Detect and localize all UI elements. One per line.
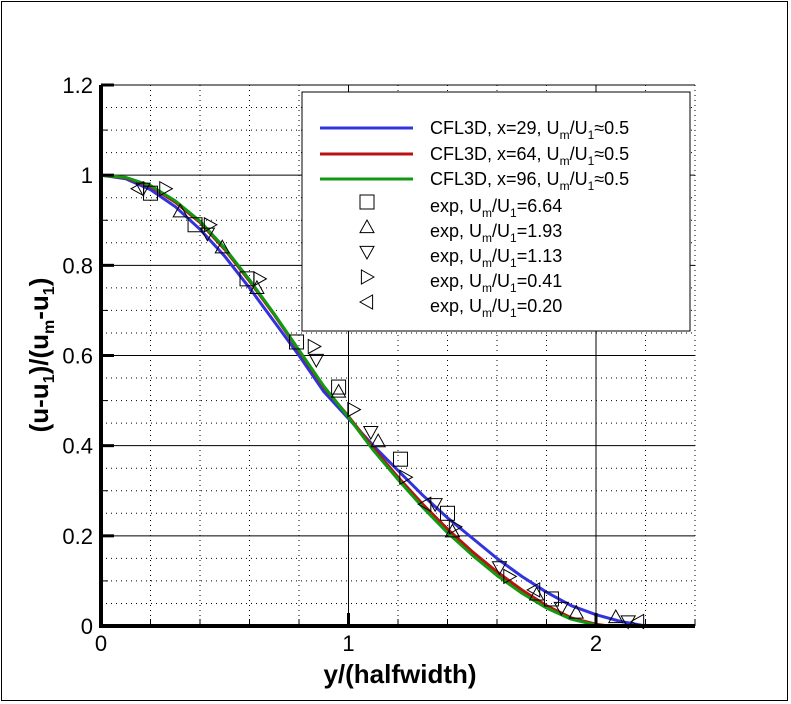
y-tick-label: 1 (81, 163, 93, 188)
legend-label: CFL3D, x=64, Um/U1≈0.5 (430, 144, 629, 168)
triangle-down-marker (359, 245, 375, 261)
y-tick-label: 0 (81, 614, 93, 639)
triangle-left-marker (130, 180, 145, 197)
y-tick-label: 0.8 (62, 253, 93, 278)
square-marker (289, 334, 305, 350)
triangle-up-marker (607, 608, 624, 624)
legend-label: exp, Um/U1=0.20 (430, 296, 562, 320)
triangle-right-marker (253, 271, 268, 287)
triangle-down-marker (199, 227, 216, 242)
y-axis-title: (u-u1)/(um-u1) (24, 278, 58, 433)
x-tick-label: 1 (342, 631, 354, 656)
svg-text:(u-u1)/(um-u1): (u-u1)/(um-u1) (24, 278, 58, 433)
triangle-up-marker (359, 218, 375, 234)
triangle-down-marker (362, 426, 379, 441)
triangle-right-marker (448, 518, 463, 535)
y-tick-label: 0.2 (62, 524, 93, 549)
triangle-left-marker (526, 582, 541, 598)
square-marker (359, 194, 375, 210)
triangle-right-marker (503, 568, 518, 585)
x-tick-label: 2 (590, 631, 602, 656)
triangle-right-marker (360, 269, 376, 285)
legend-label: exp, Um/U1=1.13 (430, 246, 562, 270)
triangle-up-marker (370, 433, 387, 448)
legend-label: exp, Um/U1=1.93 (430, 221, 562, 245)
triangle-left-marker (417, 496, 432, 513)
series-line (100, 173, 609, 628)
square-marker (392, 451, 408, 467)
square-marker (331, 379, 347, 395)
triangle-down-marker (553, 601, 570, 616)
y-tick-label: 0.6 (62, 344, 93, 369)
triangle-right-marker (347, 401, 362, 418)
triangle-right-marker (159, 180, 174, 197)
triangle-left-marker (358, 294, 374, 310)
triangle-up-marker (249, 279, 265, 294)
triangle-down-marker (427, 498, 443, 513)
markers (130, 180, 645, 630)
triangle-up-marker (568, 604, 585, 619)
triangle-up-marker (172, 203, 189, 218)
curves (100, 173, 646, 628)
x-tick-label: 0 (95, 631, 107, 656)
x-axis-title: y/(halfwidth) (323, 659, 476, 689)
legend-label: CFL3D, x=96, Um/U1≈0.5 (430, 169, 629, 193)
tick-labels: 0 0.2 0.4 0.6 0.8 1 1.2 0 1 2 (62, 73, 602, 656)
square-marker (187, 217, 203, 233)
square-marker (543, 591, 559, 607)
triangle-up-marker (330, 383, 347, 398)
legend-label: CFL3D, x=29, Um/U1≈0.5 (430, 118, 629, 142)
legend-label: exp, Um/U1=6.64 (430, 196, 562, 220)
triangle-down-marker (308, 353, 325, 369)
square-marker (440, 505, 455, 521)
legend-box (301, 91, 691, 332)
triangle-down-marker (491, 561, 508, 576)
triangle-down-marker (135, 182, 151, 197)
triangle-right-marker (203, 216, 218, 233)
axes (99, 83, 696, 628)
y-tick-label: 0.4 (62, 434, 93, 459)
y-tick-label: 1.2 (62, 73, 93, 98)
legend-label: exp, Um/U1=0.41 (430, 271, 562, 295)
triangle-right-marker (399, 469, 414, 486)
triangle-right-marker (307, 338, 322, 355)
triangle-up-marker (214, 239, 231, 254)
